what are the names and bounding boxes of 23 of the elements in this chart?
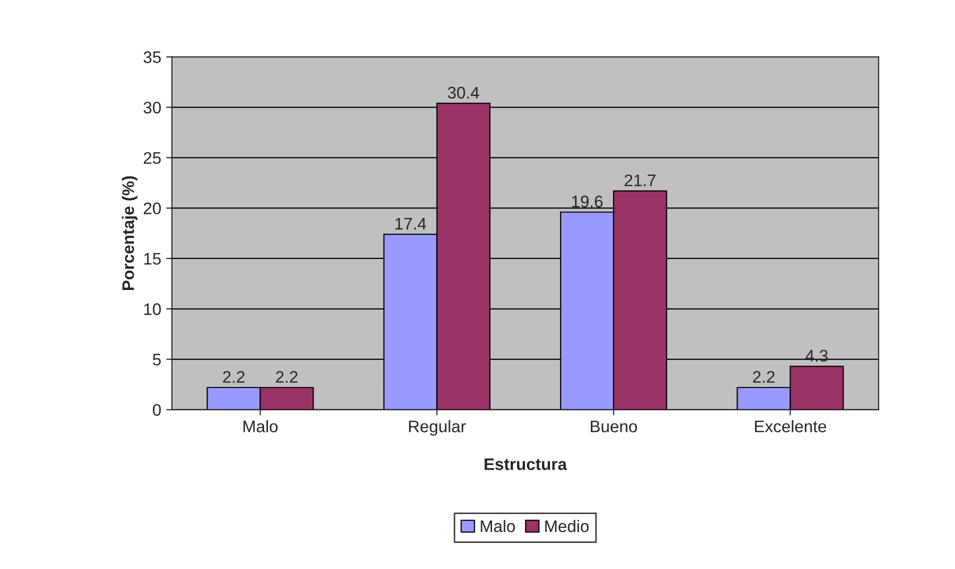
data-label: 2.2 <box>276 371 298 383</box>
data-label: 30.4 <box>448 86 480 99</box>
legend-label: Medio <box>545 520 589 532</box>
data-label: 21.7 <box>624 174 656 186</box>
x-tick-label: Regular <box>409 420 466 436</box>
data-label: 17.4 <box>395 218 426 230</box>
y-tick-label: 0 <box>152 404 161 416</box>
data-label: 19.6 <box>572 196 603 208</box>
y-tick-label: 15 <box>144 253 161 265</box>
y-axis-title: Porcentaje (%) <box>122 176 138 290</box>
x-tick-label: Malo <box>244 420 278 432</box>
y-tick-label: 10 <box>144 303 161 316</box>
x-tick-label: Bueno <box>590 420 637 432</box>
y-tick-label: 35 <box>144 51 161 64</box>
data-label: 2.2 <box>222 371 244 383</box>
legend-label: Malo <box>480 520 515 532</box>
y-tick-label: 5 <box>152 354 161 366</box>
x-tick-label: Excelente <box>755 420 826 432</box>
y-tick-label: 30 <box>144 102 161 114</box>
x-axis-title: Estructura <box>484 458 568 470</box>
y-tick-label: 20 <box>144 202 161 214</box>
y-tick-label: 25 <box>144 152 161 164</box>
data-label: 2.2 <box>753 371 775 383</box>
